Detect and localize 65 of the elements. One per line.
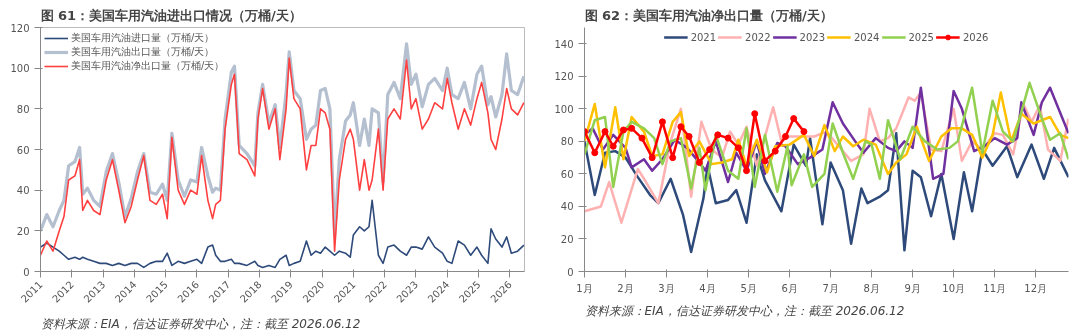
- x-tick-label: 12月: [1024, 282, 1048, 294]
- point: [751, 110, 759, 118]
- point: [609, 142, 617, 150]
- point: [648, 154, 656, 162]
- chart-title: 图 61：美国车用汽油进出口情况（万桶/天）: [40, 7, 302, 23]
- legend-label: 2021: [690, 31, 717, 43]
- x-tick-label: 1月: [576, 282, 593, 294]
- x-tick-label: 8月: [863, 282, 880, 294]
- text: 资料来源：EIA，信达证券研发中心，注：截至 2026.06.12: [40, 316, 361, 331]
- y-tick-label: 100: [10, 63, 30, 75]
- point: [761, 157, 769, 165]
- point: [724, 134, 732, 142]
- y-tick-label: 60: [16, 144, 30, 156]
- y-tick-label: 60: [560, 168, 574, 180]
- point: [800, 128, 808, 136]
- point: [695, 159, 703, 167]
- text: 资料来源：EIA，信达证券研发中心，注：截至 2026.06.12: [584, 303, 905, 318]
- point: [790, 115, 798, 123]
- point: [734, 144, 742, 152]
- point: [771, 147, 779, 155]
- point: [743, 167, 751, 175]
- y-tick-label: 100: [554, 103, 574, 115]
- point: [706, 146, 714, 153]
- x-tick-label: 4月: [699, 282, 716, 294]
- legend-label: 美国车用汽油净出口量（万桶/天）: [71, 59, 225, 73]
- point: [658, 118, 666, 126]
- y-tick-label: 20: [560, 233, 574, 245]
- point: [628, 124, 636, 132]
- x-tick-label: 5月: [740, 282, 757, 294]
- y-tick-label: 40: [16, 185, 30, 197]
- x-tick-label: 9月: [904, 282, 921, 294]
- legend-label: 美国车用汽油进口量（万桶/天）: [71, 31, 215, 45]
- y-tick-label: 40: [560, 201, 574, 213]
- line-series: [584, 131, 1069, 254]
- legend-label: 2026: [962, 31, 989, 43]
- y-tick-label: 80: [16, 103, 30, 115]
- point: [601, 128, 609, 136]
- y-tick-label: 20: [16, 225, 30, 237]
- y-tick-label: 0: [23, 266, 30, 278]
- point: [638, 134, 646, 142]
- chart-title: 图 62：美国车用汽油净出口量（万桶/天）: [584, 7, 833, 23]
- legend-label: 2024: [854, 31, 880, 43]
- point: [619, 126, 627, 134]
- x-tick-label: 3月: [658, 282, 675, 294]
- point: [714, 131, 722, 139]
- x-tick-label: 7月: [822, 282, 839, 294]
- point: [781, 132, 789, 140]
- x-tick-label: 6月: [781, 282, 798, 294]
- legend-label: 美国车用汽油出口量（万桶/天）: [71, 45, 215, 59]
- x-tick-label: 2月: [617, 282, 634, 294]
- y-tick-label: 120: [10, 22, 30, 34]
- y-tick-label: 140: [554, 38, 574, 50]
- x-tick-label: 11月: [983, 282, 1007, 294]
- y-tick-label: 120: [554, 71, 574, 83]
- point: [677, 123, 685, 131]
- legend-label: 2025: [908, 31, 934, 43]
- point: [685, 132, 693, 140]
- point: [669, 154, 677, 162]
- legend-label: 2022: [745, 31, 771, 43]
- y-tick-label: 0: [567, 266, 574, 278]
- point: [591, 149, 599, 157]
- line-series: [40, 57, 525, 257]
- x-tick-label: 10月: [942, 282, 966, 294]
- y-tick-label: 80: [560, 136, 574, 148]
- legend-label: 2023: [799, 31, 825, 43]
